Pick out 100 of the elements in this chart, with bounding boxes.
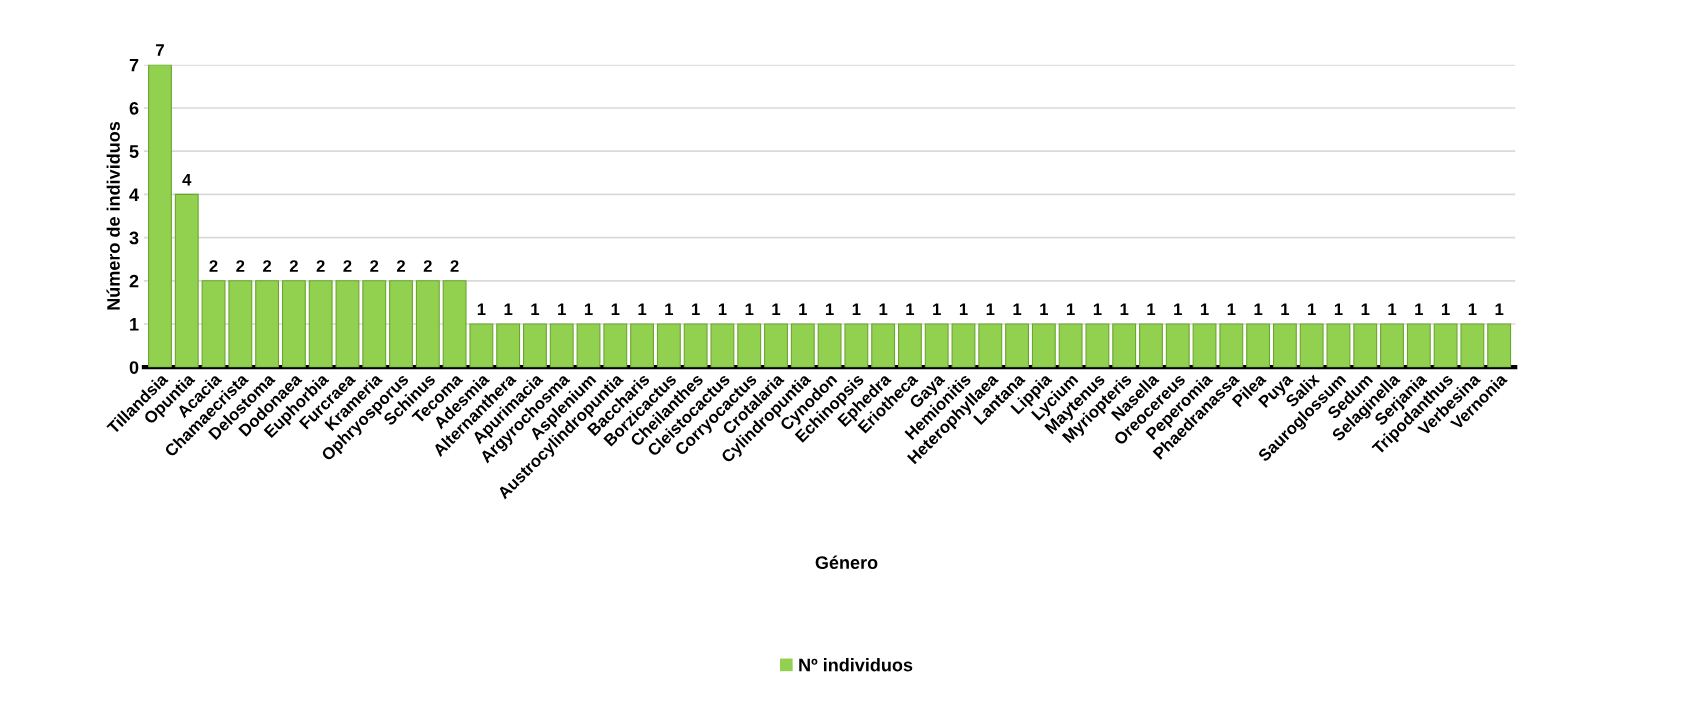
data-label: 1 [1361, 303, 1370, 315]
bar [1299, 323, 1324, 368]
bar [1272, 323, 1297, 368]
data-label: 1 [1468, 303, 1477, 315]
bar [1460, 323, 1485, 368]
data-label: 1 [692, 303, 700, 315]
data-label: 1 [1388, 303, 1397, 315]
data-label: 1 [1254, 303, 1263, 315]
bar [415, 280, 440, 368]
data-label: 1 [1227, 303, 1236, 315]
bar [1058, 323, 1083, 368]
data-label: 1 [718, 303, 727, 315]
x-axis-title: Género [815, 555, 878, 569]
bar [951, 323, 976, 368]
data-label: 2 [423, 260, 432, 272]
y-tick-label: 1 [130, 318, 139, 331]
data-label: 1 [531, 303, 540, 315]
bar [308, 280, 333, 368]
y-tick-label: 6 [129, 101, 139, 115]
bar [871, 323, 896, 368]
bar [281, 280, 306, 368]
y-tick-label: 4 [129, 188, 139, 201]
bar [630, 323, 655, 368]
bar [603, 323, 628, 368]
data-label: 2 [370, 260, 379, 272]
bar [1246, 323, 1271, 368]
y-tick-label: 5 [129, 145, 139, 158]
data-label: 7 [156, 44, 164, 56]
bar [1005, 323, 1029, 368]
bar [1139, 323, 1163, 368]
bar [228, 280, 253, 368]
bar [683, 323, 708, 368]
data-label: 1 [772, 303, 781, 315]
data-label: 1 [584, 303, 593, 315]
data-label: 1 [799, 303, 807, 315]
bar [523, 323, 547, 368]
bar [1487, 323, 1512, 368]
bar [1165, 323, 1190, 368]
data-label: 2 [236, 260, 245, 272]
data-label: 2 [316, 260, 325, 272]
bar [924, 323, 949, 368]
data-label: 2 [289, 260, 298, 272]
data-label: 1 [825, 303, 834, 315]
data-label: 2 [396, 260, 405, 272]
bar [442, 280, 467, 368]
bar [1353, 323, 1378, 368]
y-tick-label: 7 [129, 58, 139, 72]
y-tick-label: 0 [129, 361, 139, 374]
bar [764, 323, 788, 368]
bar [1192, 323, 1217, 368]
data-label: 1 [1281, 303, 1290, 315]
data-label: 4 [182, 173, 192, 186]
data-label: 1 [852, 303, 861, 315]
data-label: 1 [1334, 303, 1343, 315]
data-label: 1 [1200, 303, 1209, 315]
data-label: 1 [879, 303, 888, 315]
legend-label: Nº individuos [799, 658, 913, 672]
bar [1031, 323, 1056, 368]
data-label: 1 [1040, 303, 1049, 315]
data-label: 1 [1495, 303, 1504, 315]
data-label: 1 [1120, 303, 1129, 315]
data-label: 1 [745, 303, 754, 315]
data-label: 1 [986, 303, 995, 315]
data-label: 1 [1093, 303, 1102, 315]
bar [496, 323, 521, 368]
data-label: 1 [1308, 303, 1316, 315]
data-label: 1 [1147, 303, 1156, 315]
data-label: 1 [665, 303, 674, 315]
bar [1380, 323, 1404, 368]
bar [576, 323, 601, 368]
bar [148, 64, 172, 368]
data-label: 1 [1174, 303, 1182, 315]
bar [469, 323, 494, 368]
bar [362, 280, 387, 368]
bar [174, 193, 199, 368]
data-label: 2 [450, 260, 459, 272]
bar [737, 323, 762, 368]
bar [844, 323, 869, 368]
data-label: 1 [611, 303, 620, 315]
bar [817, 323, 842, 368]
bar [1433, 323, 1458, 368]
bar [255, 280, 280, 368]
data-label: 1 [1013, 303, 1022, 315]
data-label: 1 [959, 303, 968, 315]
y-tick-label: 2 [129, 274, 139, 288]
bar [335, 280, 360, 368]
data-label: 1 [1415, 303, 1423, 315]
bar [549, 323, 574, 368]
bar [1406, 323, 1431, 368]
bar [1219, 323, 1244, 368]
bar [1326, 323, 1351, 368]
bar [790, 323, 815, 368]
bar [656, 323, 681, 368]
bar [1112, 323, 1137, 368]
bar [978, 323, 1003, 368]
data-label: 1 [933, 303, 941, 315]
bar [710, 323, 735, 368]
data-label: 1 [1067, 303, 1075, 315]
y-tick-label: 3 [129, 231, 139, 245]
data-label: 1 [1442, 303, 1450, 315]
